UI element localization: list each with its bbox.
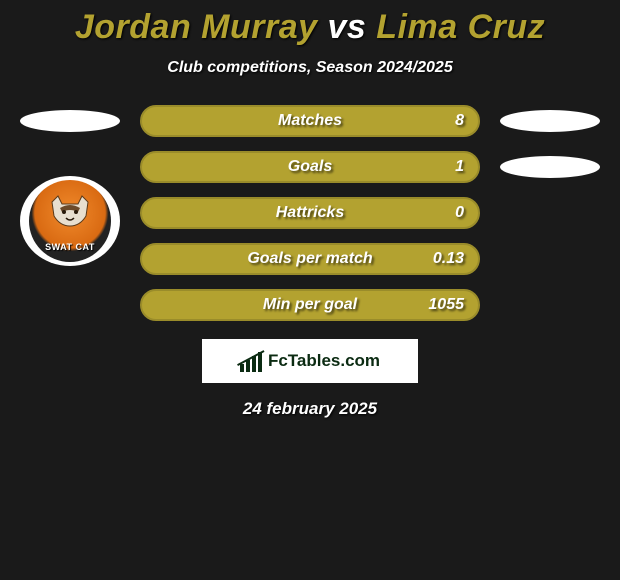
left-badge — [20, 110, 120, 132]
team-crest: SWAT CAT — [20, 176, 120, 266]
stat-label: Min per goal — [263, 296, 357, 314]
stat-label: Hattricks — [276, 204, 344, 222]
crest-text: SWAT CAT — [45, 242, 95, 262]
stat-value: 0.13 — [433, 250, 464, 268]
crest-inner: SWAT CAT — [29, 180, 111, 262]
stat-row: Goals 1 — [0, 151, 620, 183]
stat-value: 1055 — [428, 296, 464, 314]
stat-value: 1 — [455, 158, 464, 176]
date-label: 24 february 2025 — [0, 399, 620, 419]
stat-value: 0 — [455, 204, 464, 222]
branding-bar — [240, 364, 244, 372]
vs-label: vs — [328, 8, 367, 46]
stat-label: Goals per match — [247, 250, 372, 268]
stat-bar: Hattricks 0 — [140, 197, 480, 229]
right-badge — [500, 156, 600, 178]
subtitle: Club competitions, Season 2024/2025 — [0, 59, 620, 77]
stat-row: Min per goal 1055 — [0, 289, 620, 321]
player2-name: Lima Cruz — [376, 8, 545, 46]
stat-label: Matches — [278, 112, 342, 130]
comparison-card: Jordan Murray vs Lima Cruz Club competit… — [0, 0, 620, 419]
branding-bar — [252, 356, 256, 372]
branding-bar — [246, 360, 250, 372]
page-title: Jordan Murray vs Lima Cruz — [0, 8, 620, 47]
swat-cat-icon — [48, 194, 92, 230]
right-badge-slot — [500, 156, 600, 178]
right-badge-slot — [500, 110, 600, 132]
left-badge-slot — [20, 110, 120, 132]
player1-name: Jordan Murray — [75, 8, 318, 46]
branding-chart-icon — [240, 350, 262, 372]
branding-box: FcTables.com — [202, 339, 418, 383]
stat-bar: Min per goal 1055 — [140, 289, 480, 321]
stat-row: Matches 8 — [0, 105, 620, 137]
stat-label: Goals — [288, 158, 332, 176]
branding-text: FcTables.com — [268, 351, 380, 371]
stat-bar: Goals per match 0.13 — [140, 243, 480, 275]
stat-bar: Matches 8 — [140, 105, 480, 137]
stat-bar: Goals 1 — [140, 151, 480, 183]
right-badge — [500, 110, 600, 132]
stat-value: 8 — [455, 112, 464, 130]
